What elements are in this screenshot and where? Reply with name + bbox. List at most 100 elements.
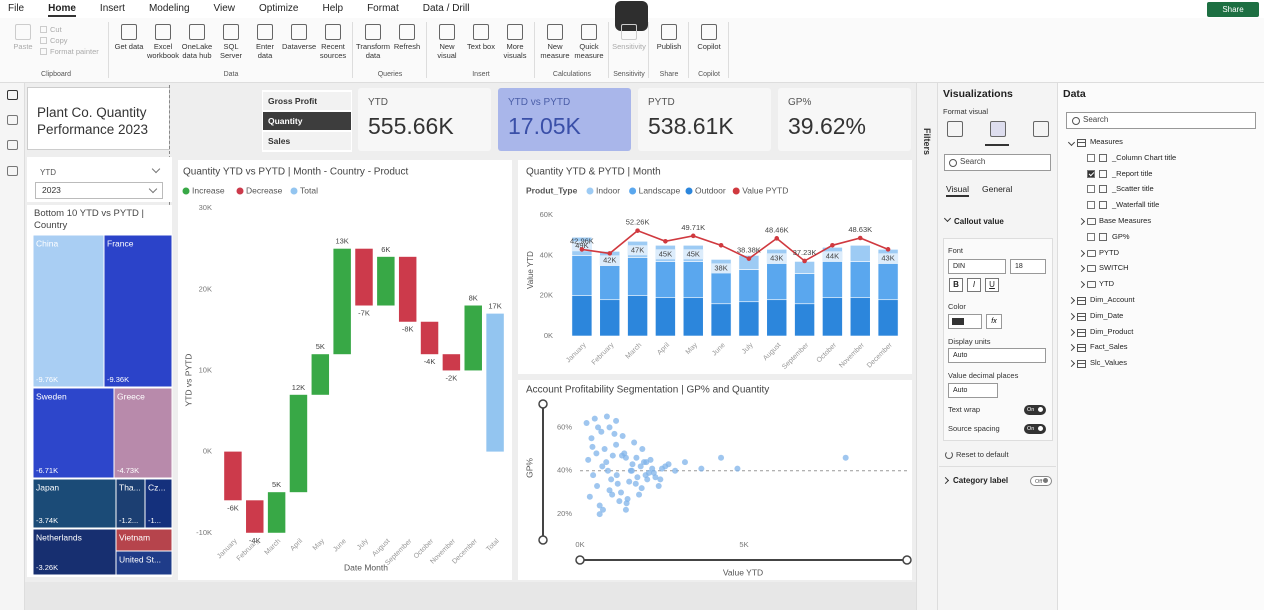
filters-label[interactable]: Filters [922,128,932,156]
screen-overlay-icon[interactable] [615,1,648,31]
ribbon-small-button[interactable]: Copy [40,36,104,45]
ribbon-button[interactable]: Get data [112,22,146,68]
toggle[interactable]: Off [1030,476,1052,486]
folder-label[interactable]: PYTD [1099,247,1120,257]
ribbon-button[interactable]: Copilot [692,22,726,68]
table-label[interactable]: Dim_Account [1090,295,1135,304]
ribbon-button[interactable]: New measure [538,22,572,68]
ribbon-button[interactable]: Quick measure [572,22,606,68]
checkbox[interactable] [1087,201,1095,210]
menu-tab[interactable]: Help [322,3,344,14]
toggle[interactable]: On [1024,405,1046,415]
table-label[interactable]: Dim_Product [1090,326,1134,336]
kpi-label: PYTD [648,97,675,108]
ribbon-button[interactable]: Publish [652,22,686,68]
measure-label[interactable]: _Scatter title [1112,184,1154,194]
menu-tab[interactable]: View [213,3,236,14]
ribbon-button[interactable]: Dataverse [282,22,316,68]
ribbon-button[interactable]: Excel workbook [146,22,180,68]
reset-button[interactable]: Reset to default [956,450,1009,459]
metric-button[interactable]: Sales [263,132,351,150]
ribbon-icon [701,24,717,40]
format-tab[interactable]: General [982,184,1013,194]
folder-label[interactable]: Base Measures [1099,216,1152,225]
menu-tab[interactable]: Data / Drill [422,3,470,14]
metric-button[interactable]: Gross Profit [263,92,351,110]
ribbon-button-label: Quick measure [574,42,604,60]
kpi-card[interactable]: PYTD 538.61K [638,88,771,151]
measure-label[interactable]: _Report title [1112,168,1153,178]
ribbon-button[interactable]: Sensitivity [612,22,646,68]
kpi-card[interactable]: YTD vs PYTD 17.05K [498,88,631,151]
viz-mode-icon[interactable] [990,121,1006,137]
ribbon-button[interactable]: New visual [430,22,464,68]
table-view-icon[interactable] [7,115,18,125]
slicer-dropdown[interactable]: 2023 [35,182,163,199]
metric-button[interactable]: Quantity [263,112,351,130]
style-button[interactable]: I [967,278,981,292]
measure-label[interactable]: GP% [1112,231,1130,241]
menu-tab[interactable]: File [8,3,25,14]
ribbon-small-button[interactable]: Format painter [40,47,104,56]
measure-label[interactable]: _Column Chart title [1112,152,1177,162]
folder-label[interactable]: SWITCH [1099,263,1129,273]
checkbox[interactable] [1087,185,1095,194]
fx-button[interactable]: fx [986,314,1002,329]
checkbox[interactable] [1087,169,1095,178]
ribbon-button[interactable]: Text box [464,22,498,68]
ribbon-icon [121,24,137,40]
viz-mode-icon[interactable] [947,121,963,137]
menu-tab[interactable]: Optimize [259,3,299,14]
share-button[interactable]: Share [1207,2,1259,17]
table-label[interactable]: Dim_Date [1090,310,1124,320]
visual-column [518,160,912,374]
ribbon-button[interactable]: More visuals [498,22,532,68]
font-dropdown[interactable]: DIN [948,259,1006,274]
ribbon-button[interactable]: Recent sources [316,22,350,68]
ribbon-button[interactable]: OneLake data hub [180,22,214,68]
measure-icon [1099,201,1107,210]
ribbon-button[interactable]: Refresh [390,22,424,68]
viz-mode-icon[interactable] [1033,121,1049,137]
menu-tab[interactable]: Format [367,3,399,14]
font-size-box[interactable]: 18 [1010,259,1046,274]
menu-tab[interactable]: Insert [99,3,125,14]
color-picker[interactable] [948,314,982,329]
section-title[interactable]: Callout value [954,217,1004,226]
table-label[interactable]: Slc_Values [1090,358,1127,368]
section-title[interactable]: Category label [953,476,1009,485]
measure-label[interactable]: _Waterfall title [1112,200,1160,210]
toggle-knob [1038,426,1043,431]
decimals-box[interactable]: Auto [948,383,998,398]
menu-tab[interactable]: Home [48,1,76,17]
display-units-dropdown[interactable]: Auto [948,348,1046,363]
kpi-card[interactable]: YTD 555.66K [358,88,491,151]
style-button[interactable]: B [949,278,963,292]
checkbox[interactable] [1087,153,1095,162]
search-box[interactable]: Search [944,154,1051,171]
search-box[interactable]: Search [1066,112,1256,129]
ribbon-separator [688,22,689,78]
style-button[interactable]: U [985,278,999,292]
ribbon-button[interactable]: Enter data [248,22,282,68]
dax-view-icon[interactable] [7,166,18,176]
format-tab[interactable]: Visual [946,184,969,197]
slicer-label[interactable]: YTD [40,168,56,177]
ribbon-small-button[interactable]: Cut [40,25,104,34]
menu-tab[interactable]: Modeling [148,3,190,14]
ribbon-icon [15,24,31,40]
kpi-card[interactable]: GP% 39.62% [778,88,911,151]
visual-waterfall [178,160,512,580]
ribbon-button[interactable]: Transform data [356,22,390,68]
ribbon-icon [223,24,239,40]
toggle[interactable]: On [1024,424,1046,434]
folder-label[interactable]: YTD [1099,279,1114,289]
table-label[interactable]: Measures [1090,137,1123,146]
ribbon-button[interactable]: Paste [6,22,40,68]
report-view-icon[interactable] [7,90,18,100]
ribbon-button[interactable]: SQL Server [214,22,248,68]
model-view-icon[interactable] [7,140,18,150]
pane-title: Visualizations [943,88,1013,100]
table-label[interactable]: Fact_Sales [1090,342,1128,352]
checkbox[interactable] [1087,232,1095,241]
